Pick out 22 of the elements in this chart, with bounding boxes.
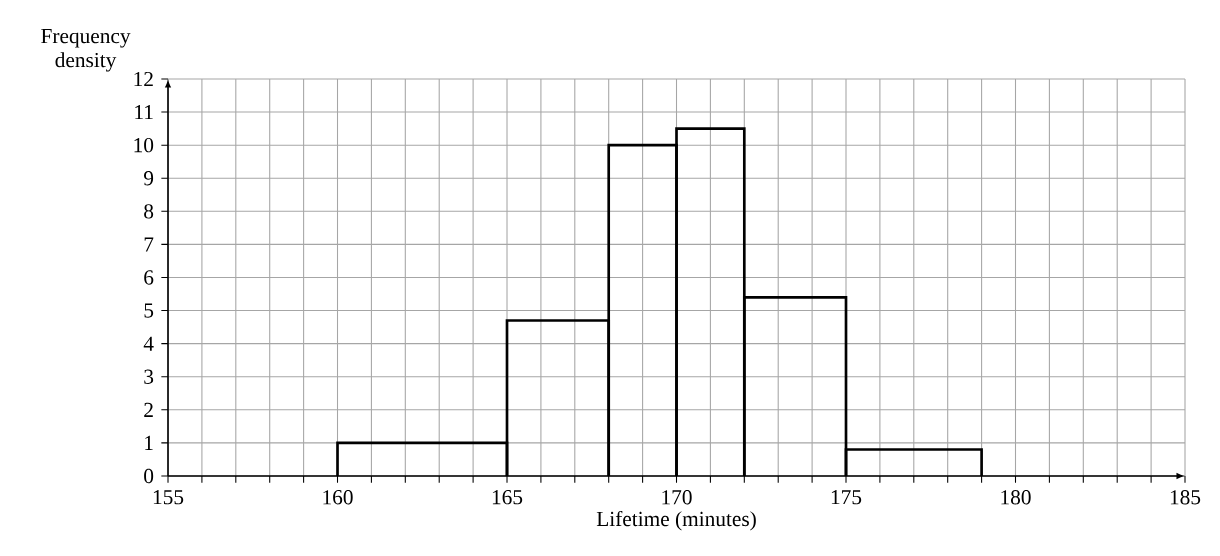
x-tick-label: 165	[492, 490, 523, 505]
x-tick-label: 155	[153, 490, 184, 505]
y-tick-label: 0	[144, 468, 154, 484]
y-tick-label: 1	[145, 435, 153, 450]
y-tick-label: 12	[134, 71, 153, 87]
x-tick-label: 185	[1170, 490, 1201, 505]
x-tick-label: 170	[662, 490, 692, 505]
y-tick-label: 8	[144, 204, 154, 219]
y-tick-label: 4	[143, 336, 154, 351]
y-tick-label: 9	[143, 171, 154, 186]
x-axis-title: Lifetime (minutes)	[596, 510, 756, 531]
x-tick-label: 175	[831, 490, 862, 505]
y-tick-label: 3	[144, 369, 154, 384]
y-tick-label: 5	[144, 303, 154, 318]
y-tick-label: 7	[144, 237, 154, 252]
y-tick-label: 11	[135, 105, 153, 120]
x-tick-label: 160	[323, 490, 353, 505]
y-tick-label: 6	[144, 270, 154, 285]
y-tick-label: 2	[144, 402, 153, 417]
y-tick-label: 10	[134, 137, 154, 153]
y-axis-title: Frequency density	[41, 29, 131, 72]
x-tick-label: 180	[1001, 490, 1031, 505]
